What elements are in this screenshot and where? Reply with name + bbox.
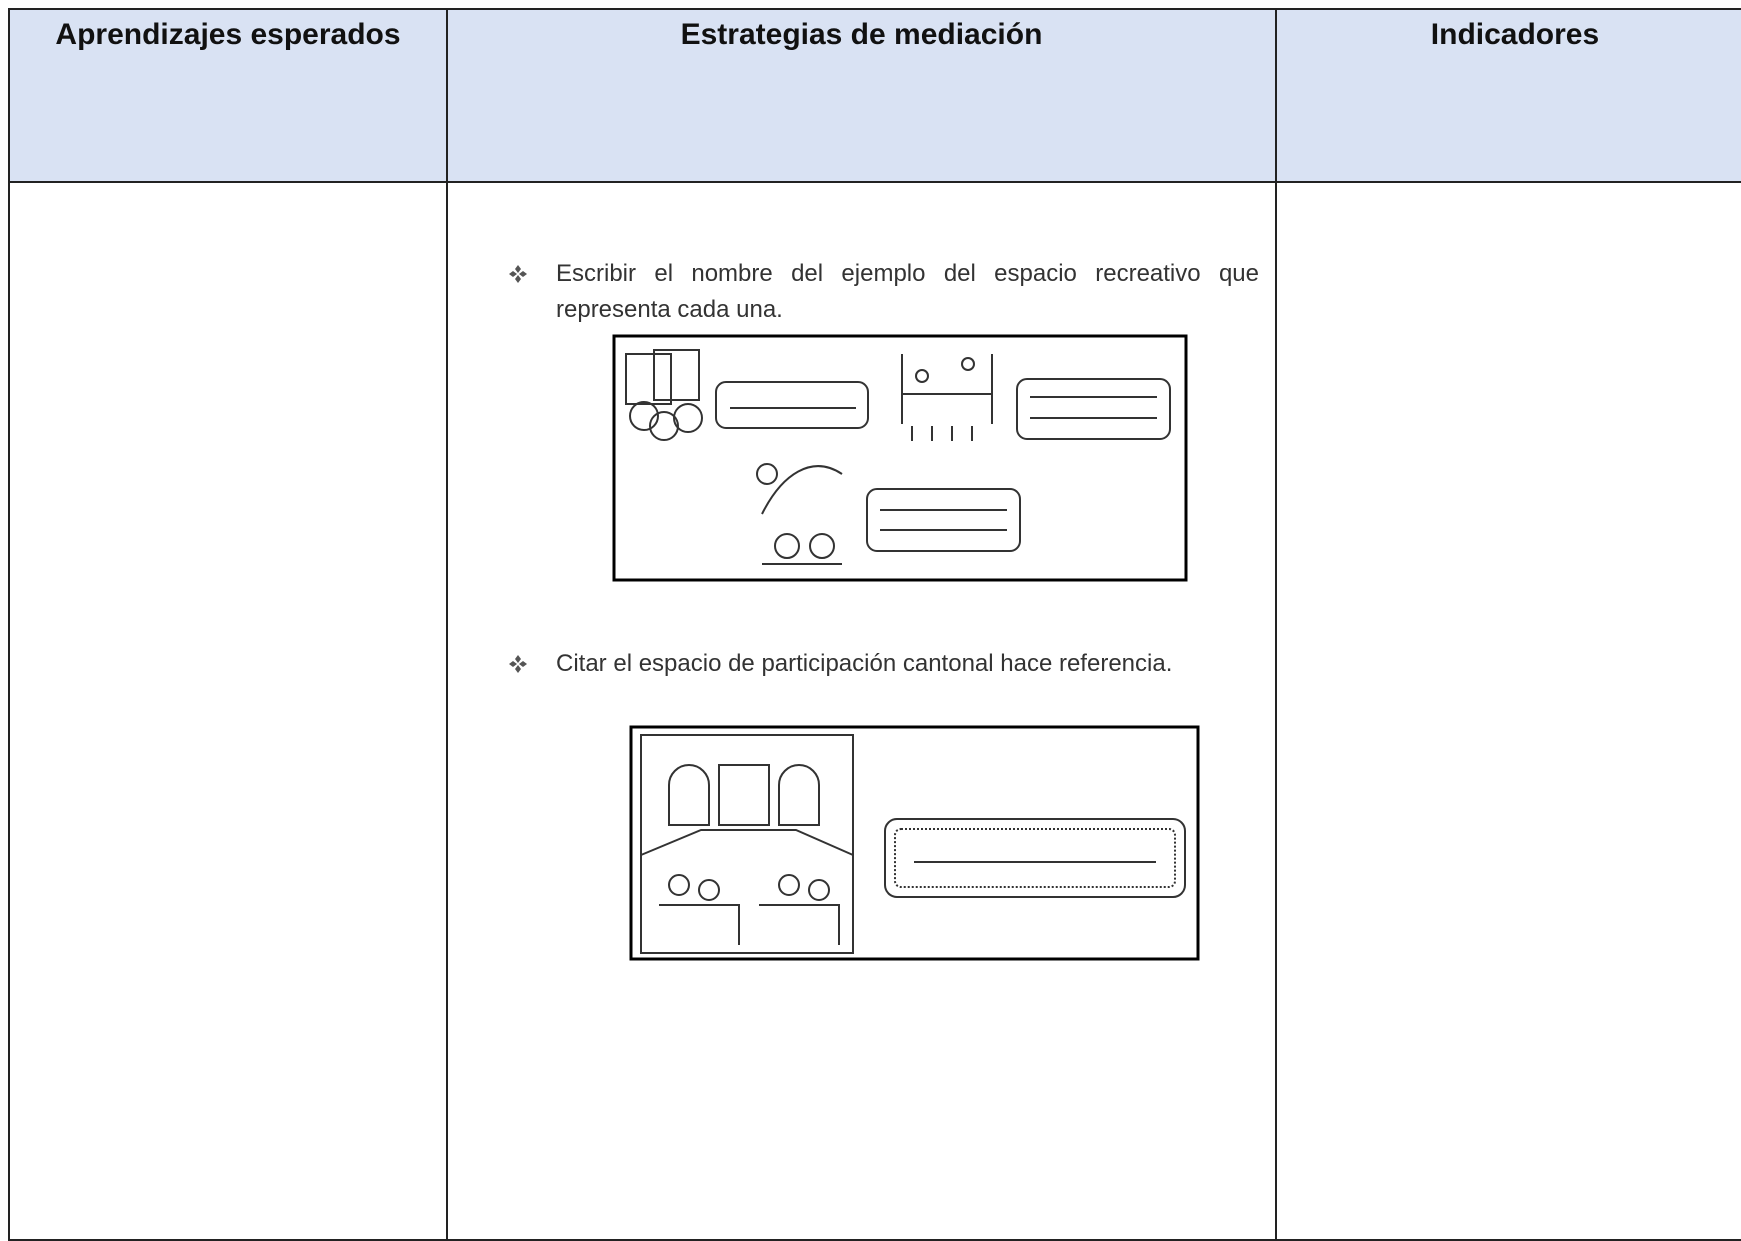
- header-cell: Indicadores: [1275, 8, 1741, 183]
- activity-text: Escribir el nombre del ejemplo del espac…: [556, 260, 1259, 323]
- header-text: Estrategias de mediación: [680, 18, 1043, 51]
- header-cell: Aprendizajes esperados: [8, 8, 448, 183]
- activity-text: Citar el espacio de participación canton…: [556, 650, 1173, 677]
- header-text: Aprendizajes esperados: [55, 18, 401, 51]
- body-cell: [1275, 181, 1741, 1241]
- illustration: [629, 725, 1200, 961]
- bullet: [509, 655, 527, 673]
- body-cell: [8, 181, 448, 1241]
- bullet: [509, 265, 527, 283]
- header-text: Indicadores: [1430, 18, 1600, 51]
- header-cell: Estrategias de mediación: [446, 8, 1277, 183]
- illustration: [612, 334, 1188, 582]
